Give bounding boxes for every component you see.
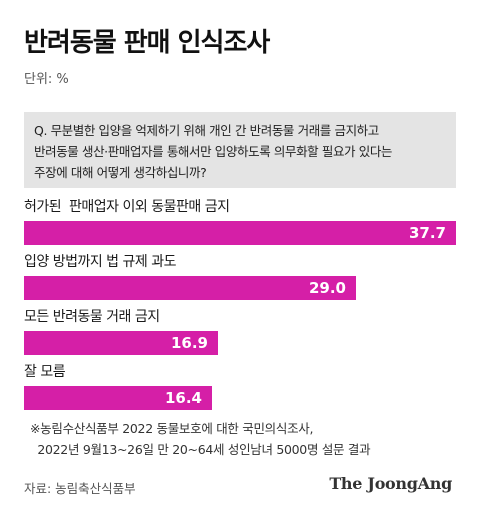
footnote: ※농림수산식품부 2022 동물보호에 대한 국민의식조사, 2022년 9월1… xyxy=(30,418,371,460)
bar-value-label: 16.9 xyxy=(170,334,208,352)
brand-logo: The JoongAng xyxy=(329,474,452,493)
bar-category-label: 모든 반려동물 거래 금지 xyxy=(24,309,160,325)
source-label: 자료: 농림축산식품부 xyxy=(24,481,136,496)
bar-value-label: 37.7 xyxy=(408,224,446,242)
chart-title: 반려동물 판매 인식조사 xyxy=(24,28,270,58)
footnote-line: 2022년 9월13~26일 만 20~64세 성인남녀 5000명 설문 결과 xyxy=(30,442,371,457)
bar-track: 16.4 xyxy=(24,386,456,410)
bar: 16.4 xyxy=(24,386,212,410)
question-line: 반려동물 생산·판매업자를 통해서만 입양하도록 의무화할 필요가 있다는 xyxy=(34,144,393,159)
bar-group: 모든 반려동물 거래 금지 16.9 xyxy=(24,306,456,356)
question-box: Q. 무분별한 입양을 억제하기 위해 개인 간 반려동물 거래를 금지하고 반… xyxy=(24,112,456,188)
bar-value-label: 16.4 xyxy=(164,389,202,407)
bar-category-label: 허가된 판매업자 이외 동물판매 금지 xyxy=(24,199,230,215)
bar: 29.0 xyxy=(24,276,356,300)
question-line: Q. 무분별한 입양을 억제하기 위해 개인 간 반려동물 거래를 금지하고 xyxy=(34,123,379,138)
question-line: 주장에 대해 어떻게 생각하십니까? xyxy=(34,165,207,180)
bar-group: 잘 모름 16.4 xyxy=(24,361,456,411)
bar-category-label: 입양 방법까지 법 규제 과도 xyxy=(24,254,176,270)
bar: 37.7 xyxy=(24,221,456,245)
bar-track: 37.7 xyxy=(24,221,456,245)
unit-label: 단위: % xyxy=(24,72,69,87)
bar-track: 29.0 xyxy=(24,276,456,300)
bar-group: 허가된 판매업자 이외 동물판매 금지 37.7 xyxy=(24,196,456,246)
bar: 16.9 xyxy=(24,331,218,355)
bar-category-label: 잘 모름 xyxy=(24,364,66,380)
bar-value-label: 29.0 xyxy=(308,279,346,297)
footnote-line: ※농림수산식품부 2022 동물보호에 대한 국민의식조사, xyxy=(30,421,314,436)
bar-group: 입양 방법까지 법 규제 과도 29.0 xyxy=(24,251,456,301)
bar-track: 16.9 xyxy=(24,331,456,355)
